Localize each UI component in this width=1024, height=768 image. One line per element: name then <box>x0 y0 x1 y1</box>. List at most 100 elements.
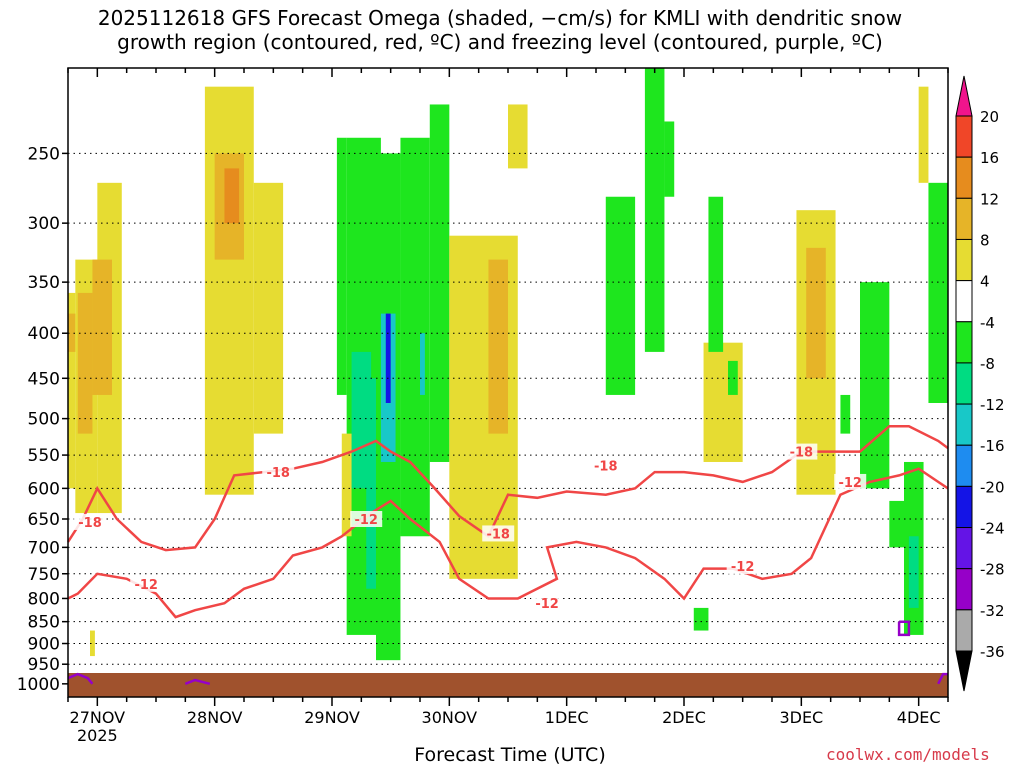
omega-cell-9 <box>224 168 240 224</box>
y-tick-label: 550 <box>28 446 60 466</box>
omega-cell-1 <box>68 313 76 352</box>
dgz-contour-label: -18 <box>486 527 510 542</box>
dgz-label-bg <box>262 464 295 481</box>
colorbar-label: -32 <box>980 602 1005 620</box>
dgz-label-bg <box>785 443 818 460</box>
omega-cell-35 <box>840 394 851 434</box>
colorbar-label: 16 <box>980 149 999 167</box>
x-tick-label-1DEC: 1DEC <box>545 708 589 727</box>
x-tick-label-28NOV: 28NOV <box>187 708 243 727</box>
y-tick-label: 700 <box>28 538 60 558</box>
dgz-contour-label: -18 <box>790 446 814 461</box>
dgz-label-bg <box>482 525 515 542</box>
colorbar-under-arrow <box>955 650 973 692</box>
omega-cell-10 <box>253 182 284 434</box>
omega-cell-36 <box>860 282 890 489</box>
colorbar-segment <box>955 527 973 570</box>
dgz-label-bg <box>726 558 759 575</box>
dgz-contour-label: -12 <box>354 513 378 528</box>
colorbar-segment <box>955 485 973 529</box>
dgz-contour-label: -18 <box>78 516 102 531</box>
contour-lines: -18 -18 -18 -18 -18 -12 -12 -12 -12 -12 <box>66 424 949 686</box>
colorbar-segment <box>955 197 973 240</box>
colorbar-label: -16 <box>980 437 1005 455</box>
dgz-label-bg <box>350 511 383 528</box>
omega-cell-27 <box>644 68 665 352</box>
omega-cell-28 <box>664 121 675 197</box>
omega-cell-13 <box>351 351 372 489</box>
omega-cell-18 <box>400 137 430 537</box>
y-tick-label: 600 <box>28 479 60 499</box>
y-tick-label: 1000 <box>17 675 60 695</box>
y-tick-label: 500 <box>28 410 60 430</box>
dgz-contour--12 <box>67 467 949 619</box>
omega-cell-14 <box>366 378 376 589</box>
omega-cell-25 <box>508 104 528 169</box>
dgz-contour-label: -18 <box>266 466 290 481</box>
dgz-label-bg <box>74 513 106 530</box>
omega-cell-32 <box>693 607 709 631</box>
omega-cell-24 <box>493 323 504 370</box>
y-tick-label: 450 <box>28 369 60 389</box>
dgz-contour-label: -12 <box>838 476 862 491</box>
omega-cell-31 <box>728 360 738 395</box>
y-tick-label: 350 <box>28 273 60 293</box>
x-tick-label-3DEC: 3DEC <box>779 708 823 727</box>
y-tick-label: 850 <box>28 613 60 633</box>
colorbar-segment <box>955 321 973 364</box>
y-tick-label: 250 <box>28 144 60 164</box>
freezing-level-contour-0 <box>67 672 94 685</box>
y-tick-label: 900 <box>28 635 60 655</box>
omega-cell-0 <box>68 292 76 489</box>
omega-cell-17 <box>385 313 391 403</box>
colorbar-segment <box>955 568 973 611</box>
colorbar-segment <box>955 609 973 652</box>
x-tick-label-4DEC: 4DEC <box>897 708 941 727</box>
omega-cell-40 <box>918 86 929 183</box>
dgz-label-bg <box>130 575 163 592</box>
dgz-contour-label: -18 <box>594 459 618 474</box>
omega-cell-11 <box>336 137 347 395</box>
omega-shading <box>68 68 948 661</box>
colorbar-label: 20 <box>980 108 999 126</box>
omega-cell-5 <box>92 259 112 395</box>
x-tick-sublabel: 2025 <box>77 726 118 745</box>
colorbar-label: 8 <box>980 231 990 249</box>
omega-cell-20 <box>429 104 450 462</box>
omega-cell-39 <box>908 536 919 608</box>
colorbar-segment <box>955 362 973 405</box>
y-tick-label: 650 <box>28 510 60 530</box>
colorbar-label: -12 <box>980 396 1005 414</box>
omega-cell-30 <box>708 196 724 352</box>
dgz-contour-label: -12 <box>134 578 158 593</box>
omega-cell-41 <box>928 182 948 403</box>
omega-cell-26 <box>605 196 636 395</box>
ground-surface <box>68 673 948 697</box>
chart-title: 2025112618 GFS Forecast Omega (shaded, −… <box>0 6 1000 54</box>
colorbar-label: -4 <box>980 314 995 332</box>
ground-fill <box>68 673 948 697</box>
dgz-contour-label: -12 <box>731 560 755 575</box>
colorbar-label: -36 <box>980 643 1005 661</box>
chart-title-line-2: growth region (contoured, red, ºC) and f… <box>117 30 883 54</box>
colorbar-segment <box>955 444 973 487</box>
color-legend-bar: -36 -32 -28 -24 -20 -16 -12 -8 -4 4 8 12 16 20 <box>955 75 1005 692</box>
omega-cell-7 <box>204 86 254 495</box>
colorbar-label: -20 <box>980 478 1005 496</box>
omega-cell-19 <box>420 333 425 395</box>
dgz-label-bg <box>531 595 564 612</box>
omega-cell-6 <box>90 630 95 657</box>
colorbar-label: -8 <box>980 355 995 373</box>
omega-cell-29 <box>703 342 743 462</box>
omega-cell-21 <box>341 433 352 537</box>
colorbar-segment <box>955 115 973 158</box>
site-credit: coolwx.com/models <box>826 745 990 764</box>
omega-cell-4 <box>77 292 93 434</box>
y-tick-label: 800 <box>28 589 60 609</box>
y-tick-label: 750 <box>28 565 60 585</box>
x-tick-label-27NOV: 27NOV <box>70 708 126 727</box>
colorbar-segment <box>955 156 973 199</box>
colorbar-label: -24 <box>980 520 1005 538</box>
colorbar-label: 4 <box>980 273 990 291</box>
